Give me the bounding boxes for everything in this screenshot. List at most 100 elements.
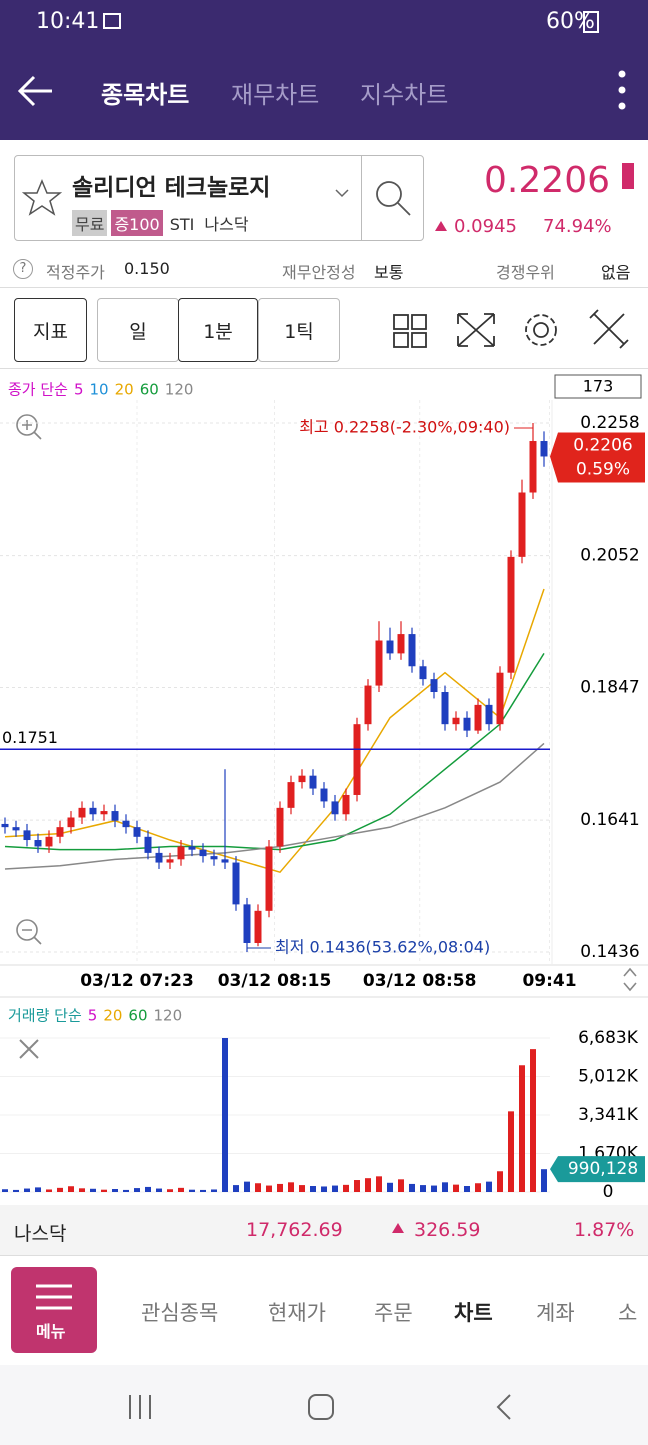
x-tick-label: 09:41 (522, 971, 576, 991)
candle-body (529, 441, 537, 493)
tag: 나스닥 (204, 215, 249, 234)
info-label: 재무안정성 (282, 263, 356, 282)
volume-bar (24, 1188, 30, 1192)
top-bar (0, 0, 648, 140)
help[interactable]: ? (13, 259, 33, 279)
candle-body (221, 859, 229, 863)
menu-label: 메뉴 (36, 1322, 66, 1341)
volume-bar (365, 1178, 371, 1192)
index-pct: 1.87% (574, 1219, 635, 1241)
indicator-button[interactable]: 지표 (14, 298, 87, 362)
candle-body (34, 840, 42, 847)
nav-tab[interactable]: 현재가 (268, 1301, 326, 1325)
nav-tab[interactable]: 계좌 (536, 1301, 575, 1325)
nav-tab[interactable]: 관심종목 (141, 1301, 219, 1325)
candle-body (507, 556, 515, 673)
volume-bar (310, 1186, 316, 1192)
more-dot (618, 102, 626, 110)
close-volume[interactable] (19, 1039, 39, 1059)
candle-body (133, 827, 141, 837)
zoom-in[interactable] (16, 414, 38, 436)
min-annotation: 최저 0.1436(53.62%,08:04) (275, 938, 490, 957)
y-tick-label: 5,012K (578, 1067, 639, 1087)
tools-icon[interactable] (589, 309, 629, 349)
tag: 증100 (111, 210, 163, 236)
volume-bar (508, 1111, 514, 1192)
candle-body (100, 811, 108, 815)
candle-body (540, 441, 548, 457)
period-button[interactable]: 1틱 (258, 298, 340, 362)
volume-bar (519, 1065, 525, 1192)
candle-body (320, 788, 328, 802)
search[interactable] (376, 181, 402, 207)
y-tick-label: 0.1436 (580, 942, 639, 962)
volume-bar (13, 1189, 19, 1192)
nav-tab-active[interactable]: 차트 (454, 1301, 493, 1325)
current-volume: 990,128 (568, 1159, 638, 1179)
info-value: 없음 (601, 263, 631, 282)
zoom-out[interactable] (16, 919, 38, 941)
legend-title: 종가 단순 (8, 381, 68, 399)
stock-icons (21, 179, 411, 216)
back-arrow[interactable] (17, 75, 52, 107)
x-tick-label: 03/12 07:23 (80, 971, 194, 991)
stock-name: 솔리디언 테크놀로지 (72, 175, 271, 201)
settings-icon[interactable] (533, 322, 549, 338)
volume-bar (255, 1183, 261, 1192)
candle-body (155, 852, 163, 863)
menu-icon (36, 1284, 72, 1310)
more-dot[interactable] (618, 70, 626, 78)
expand-icon[interactable] (457, 313, 495, 347)
volume-bar (288, 1182, 294, 1192)
candle-body (254, 910, 262, 943)
current-pct: 0.59% (576, 459, 630, 479)
scroll-arrows[interactable] (623, 967, 637, 992)
change-pct: 74.94% (543, 216, 612, 237)
star[interactable] (21, 179, 63, 216)
index-row (0, 1205, 648, 1255)
volume-bar (156, 1188, 162, 1192)
candle-body (265, 846, 273, 911)
volume-bar (497, 1171, 503, 1192)
volume-bar (79, 1188, 85, 1192)
nav-tab[interactable]: 주문 (374, 1301, 413, 1325)
y-tick-label: 6,683K (578, 1028, 639, 1048)
legend-item: 20 (115, 381, 134, 399)
volume-bar (431, 1185, 437, 1192)
candle-body (111, 811, 119, 821)
volume-bar (486, 1181, 492, 1192)
candle-body (386, 640, 394, 654)
tab[interactable]: 지수차트 (360, 81, 449, 109)
candle-body (419, 666, 427, 680)
period-button[interactable]: 일 (97, 298, 179, 362)
up-arrow (392, 1223, 404, 1233)
index-change: 326.59 (414, 1219, 481, 1241)
tag: 무료 (72, 210, 108, 236)
volume-bar (123, 1189, 129, 1192)
tag: STI (169, 215, 195, 234)
legend-item: 5 (74, 381, 84, 399)
period-button[interactable]: 1분 (178, 298, 258, 362)
volume-bar (299, 1185, 305, 1192)
y-tick-label: 0 (603, 1182, 614, 1202)
volume-bar (453, 1184, 459, 1192)
reference-label: 0.1751 (2, 728, 58, 747)
layout-icon[interactable] (393, 314, 409, 330)
x-tick-label: 03/12 08:58 (363, 971, 477, 991)
volume-bar (167, 1189, 173, 1192)
nav-tab[interactable]: 소 (618, 1301, 638, 1325)
change: 0.0945 (454, 216, 517, 237)
volume-bar (2, 1189, 8, 1192)
volume-bar (354, 1180, 360, 1192)
volume-bar (398, 1179, 404, 1192)
stock-box[interactable] (14, 155, 424, 241)
tab-active[interactable]: 종목차트 (101, 81, 190, 109)
price: 0.2206 (484, 160, 610, 201)
menu-button[interactable] (11, 1267, 97, 1353)
system-nav (0, 1365, 648, 1445)
candle-body (144, 836, 152, 853)
tab[interactable]: 재무차트 (231, 81, 320, 109)
volume-bar (442, 1182, 448, 1192)
candle-body (342, 794, 350, 815)
